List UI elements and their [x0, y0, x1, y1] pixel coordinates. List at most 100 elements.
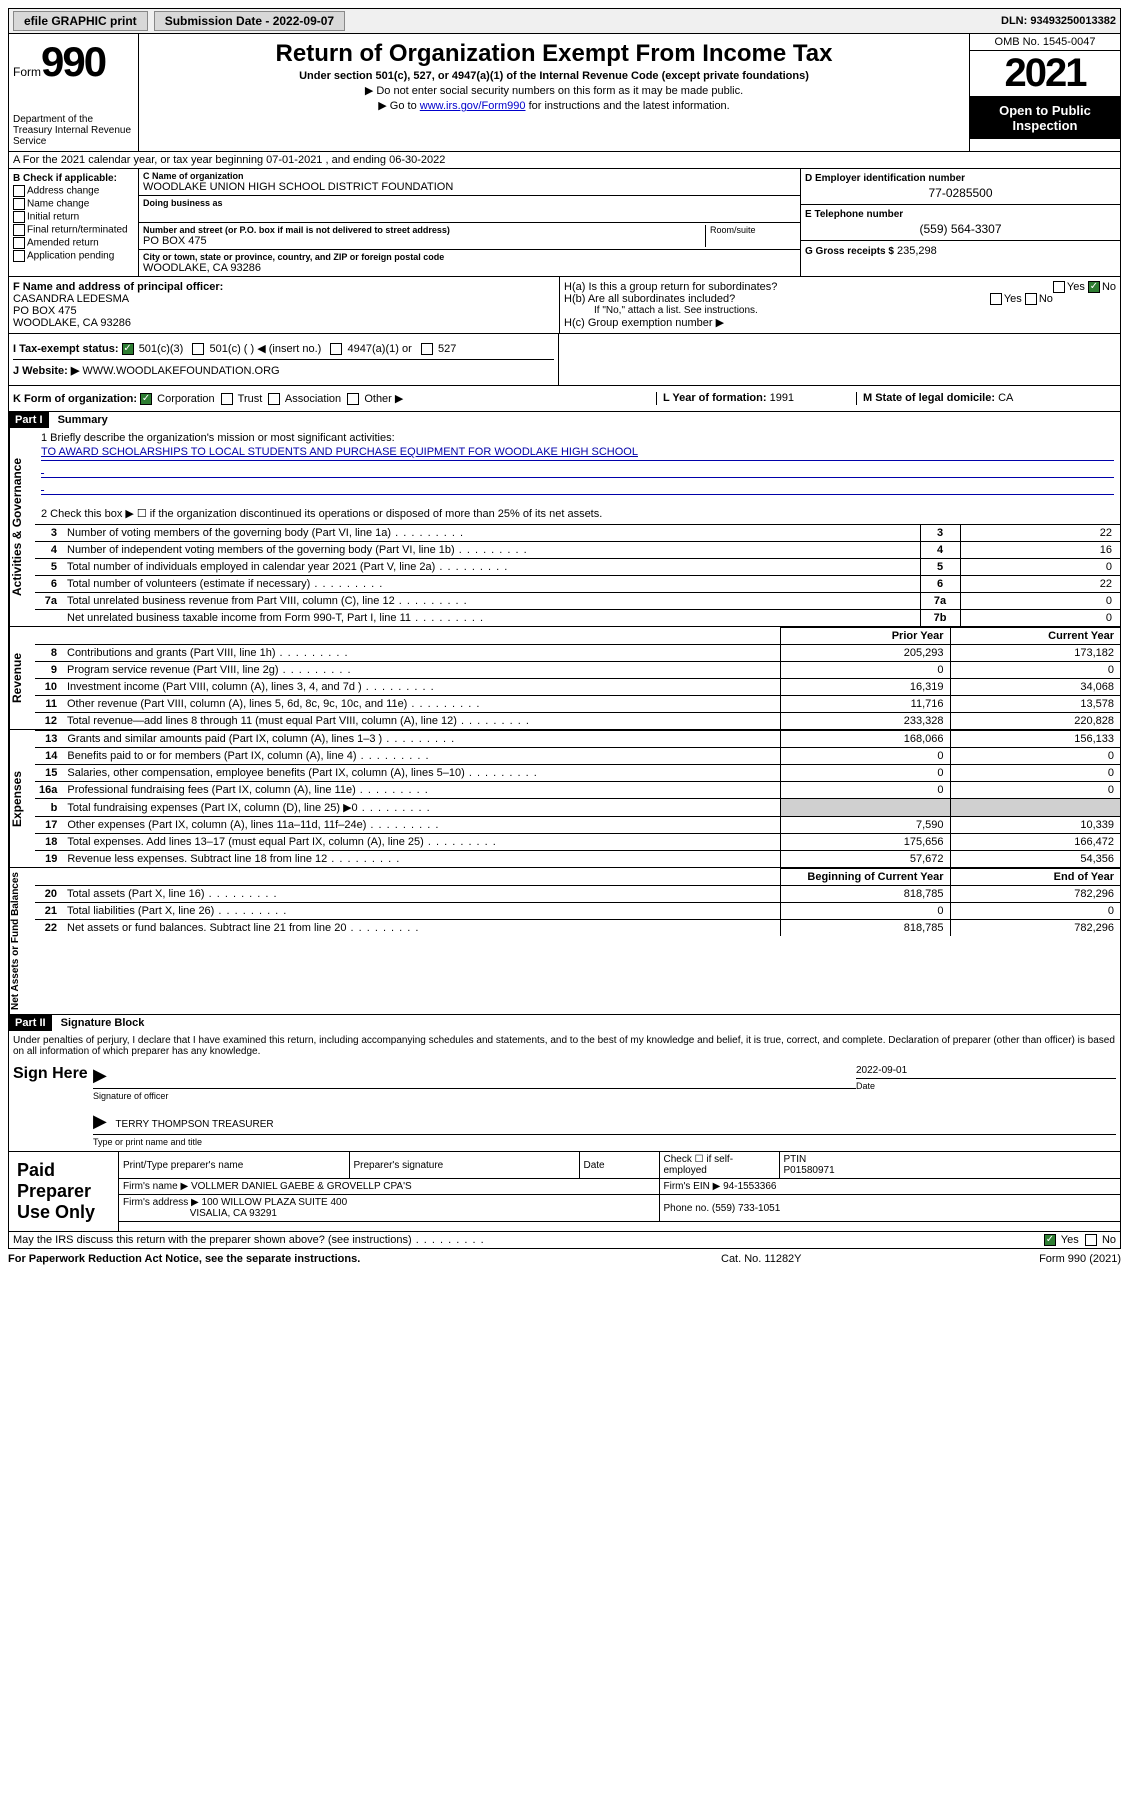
- sidebar-net-assets: Net Assets or Fund Balances: [9, 868, 35, 1014]
- c-name-label: C Name of organization: [143, 171, 796, 181]
- prior-value: 16,319: [780, 679, 950, 696]
- ha-yes[interactable]: [1053, 281, 1065, 293]
- city-label: City or town, state or province, country…: [143, 252, 796, 262]
- line-num: 8: [35, 645, 63, 662]
- efile-button[interactable]: efile GRAPHIC print: [13, 11, 148, 31]
- line-key: 4: [920, 542, 960, 559]
- line-key: 3: [920, 525, 960, 542]
- prior-value: 818,785: [780, 920, 950, 937]
- firm-name: VOLLMER DANIEL GAEBE & GROVELLP CPA'S: [191, 1181, 412, 1192]
- current-value: 173,182: [950, 645, 1120, 662]
- line-text: Total number of volunteers (estimate if …: [63, 576, 920, 593]
- form-note2: ▶ Go to www.irs.gov/Form990 for instruct…: [147, 99, 961, 112]
- summary-activities: Activities & Governance 1 Briefly descri…: [8, 428, 1121, 627]
- hb-yes[interactable]: [990, 293, 1002, 305]
- k-label: K Form of organization:: [13, 393, 137, 405]
- prior-value: 0: [780, 782, 950, 799]
- line-text: Total number of individuals employed in …: [63, 559, 920, 576]
- line-text: Salaries, other compensation, employee b…: [63, 765, 780, 782]
- line-num: 16a: [35, 782, 63, 799]
- phone-label: E Telephone number: [805, 209, 1116, 220]
- discuss-yes[interactable]: [1044, 1234, 1056, 1246]
- prior-value: 168,066: [780, 731, 950, 748]
- check-self-employed: Check ☐ if self-employed: [659, 1152, 779, 1179]
- line-key: 6: [920, 576, 960, 593]
- summary-net-assets: Net Assets or Fund Balances Beginning of…: [8, 868, 1121, 1015]
- dept-label: Department of the Treasury Internal Reve…: [13, 114, 134, 147]
- open-inspection-badge: Open to Public Inspection: [970, 97, 1120, 139]
- line-num: 9: [35, 662, 63, 679]
- org-address: PO BOX 475: [143, 235, 701, 247]
- part1-header: Part I: [9, 412, 49, 428]
- l-label: L Year of formation:: [663, 392, 767, 404]
- hb-no[interactable]: [1025, 293, 1037, 305]
- line-num: 7a: [35, 593, 63, 610]
- ptin-label: PTIN: [784, 1154, 807, 1165]
- prior-value: 0: [780, 748, 950, 765]
- line-text: Contributions and grants (Part VIII, lin…: [63, 645, 780, 662]
- ha-no[interactable]: [1088, 281, 1100, 293]
- current-value: 0: [950, 748, 1120, 765]
- prior-value: 0: [780, 903, 950, 920]
- chk-trust[interactable]: [221, 393, 233, 405]
- line2-text: 2 Check this box ▶ ☐ if the organization…: [41, 507, 1114, 520]
- discuss-row: May the IRS discuss this return with the…: [8, 1232, 1121, 1249]
- preparer-block: Paid Preparer Use Only Print/Type prepar…: [8, 1152, 1121, 1232]
- sign-here-label: Sign Here: [13, 1065, 93, 1147]
- chk-amended[interactable]: [13, 237, 25, 249]
- chk-app-pending[interactable]: [13, 250, 25, 262]
- line-num: 15: [35, 765, 63, 782]
- chk-association[interactable]: [268, 393, 280, 405]
- row-f-h: F Name and address of principal officer:…: [8, 277, 1121, 334]
- form-header: Form990 Department of the Treasury Inter…: [8, 34, 1121, 152]
- form-title: Return of Organization Exempt From Incom…: [147, 40, 961, 68]
- line-text: Benefits paid to or for members (Part IX…: [63, 748, 780, 765]
- gross-receipts-value: 235,298: [897, 245, 937, 257]
- line-text: Professional fundraising fees (Part IX, …: [63, 782, 780, 799]
- chk-other[interactable]: [347, 393, 359, 405]
- line-key: 7b: [920, 610, 960, 627]
- form-subtitle: Under section 501(c), 527, or 4947(a)(1)…: [147, 70, 961, 82]
- chk-initial-return[interactable]: [13, 211, 25, 223]
- chk-4947[interactable]: [330, 343, 342, 355]
- prior-value: 175,656: [780, 834, 950, 851]
- irs-link[interactable]: www.irs.gov/Form990: [420, 100, 526, 112]
- chk-501c[interactable]: [192, 343, 204, 355]
- paid-preparer-label: Paid Preparer Use Only: [9, 1152, 119, 1231]
- chk-address-change[interactable]: [13, 185, 25, 197]
- arrow-icon: ▶: [93, 1111, 107, 1131]
- current-value: 54,356: [950, 851, 1120, 868]
- chk-527[interactable]: [421, 343, 433, 355]
- chk-final-return[interactable]: [13, 224, 25, 236]
- ein-label: D Employer identification number: [805, 173, 1116, 184]
- line-text: Net unrelated business taxable income fr…: [63, 610, 920, 627]
- current-value: 782,296: [950, 886, 1120, 903]
- prep-name-label: Print/Type preparer's name: [119, 1152, 349, 1179]
- current-value: 0: [950, 662, 1120, 679]
- form-version: Form 990 (2021): [921, 1253, 1121, 1265]
- ha-label: H(a) Is this a group return for subordin…: [564, 281, 777, 293]
- line-value: 16: [960, 542, 1120, 559]
- chk-corporation[interactable]: [140, 393, 152, 405]
- line-num: b: [35, 799, 63, 817]
- prior-value: 11,716: [780, 696, 950, 713]
- part2-header: Part II: [9, 1015, 52, 1031]
- line-text: Net assets or fund balances. Subtract li…: [63, 920, 780, 937]
- discuss-no[interactable]: [1085, 1234, 1097, 1246]
- part1-title: Summary: [52, 414, 108, 426]
- chk-name-change[interactable]: [13, 198, 25, 210]
- current-value: 10,339: [950, 817, 1120, 834]
- arrow-icon: ▶: [93, 1065, 107, 1085]
- prior-value: 818,785: [780, 886, 950, 903]
- omb-number: OMB No. 1545-0047: [970, 34, 1120, 51]
- line-num: 17: [35, 817, 63, 834]
- sidebar-activities: Activities & Governance: [9, 428, 35, 626]
- line-num: 21: [35, 903, 63, 920]
- chk-501c3[interactable]: [122, 343, 134, 355]
- current-value: 0: [950, 782, 1120, 799]
- line-value: 0: [960, 610, 1120, 627]
- line-text: Total liabilities (Part X, line 26): [63, 903, 780, 920]
- dba-label: Doing business as: [143, 198, 796, 208]
- line-num: 18: [35, 834, 63, 851]
- submission-date-button[interactable]: Submission Date - 2022-09-07: [154, 11, 345, 31]
